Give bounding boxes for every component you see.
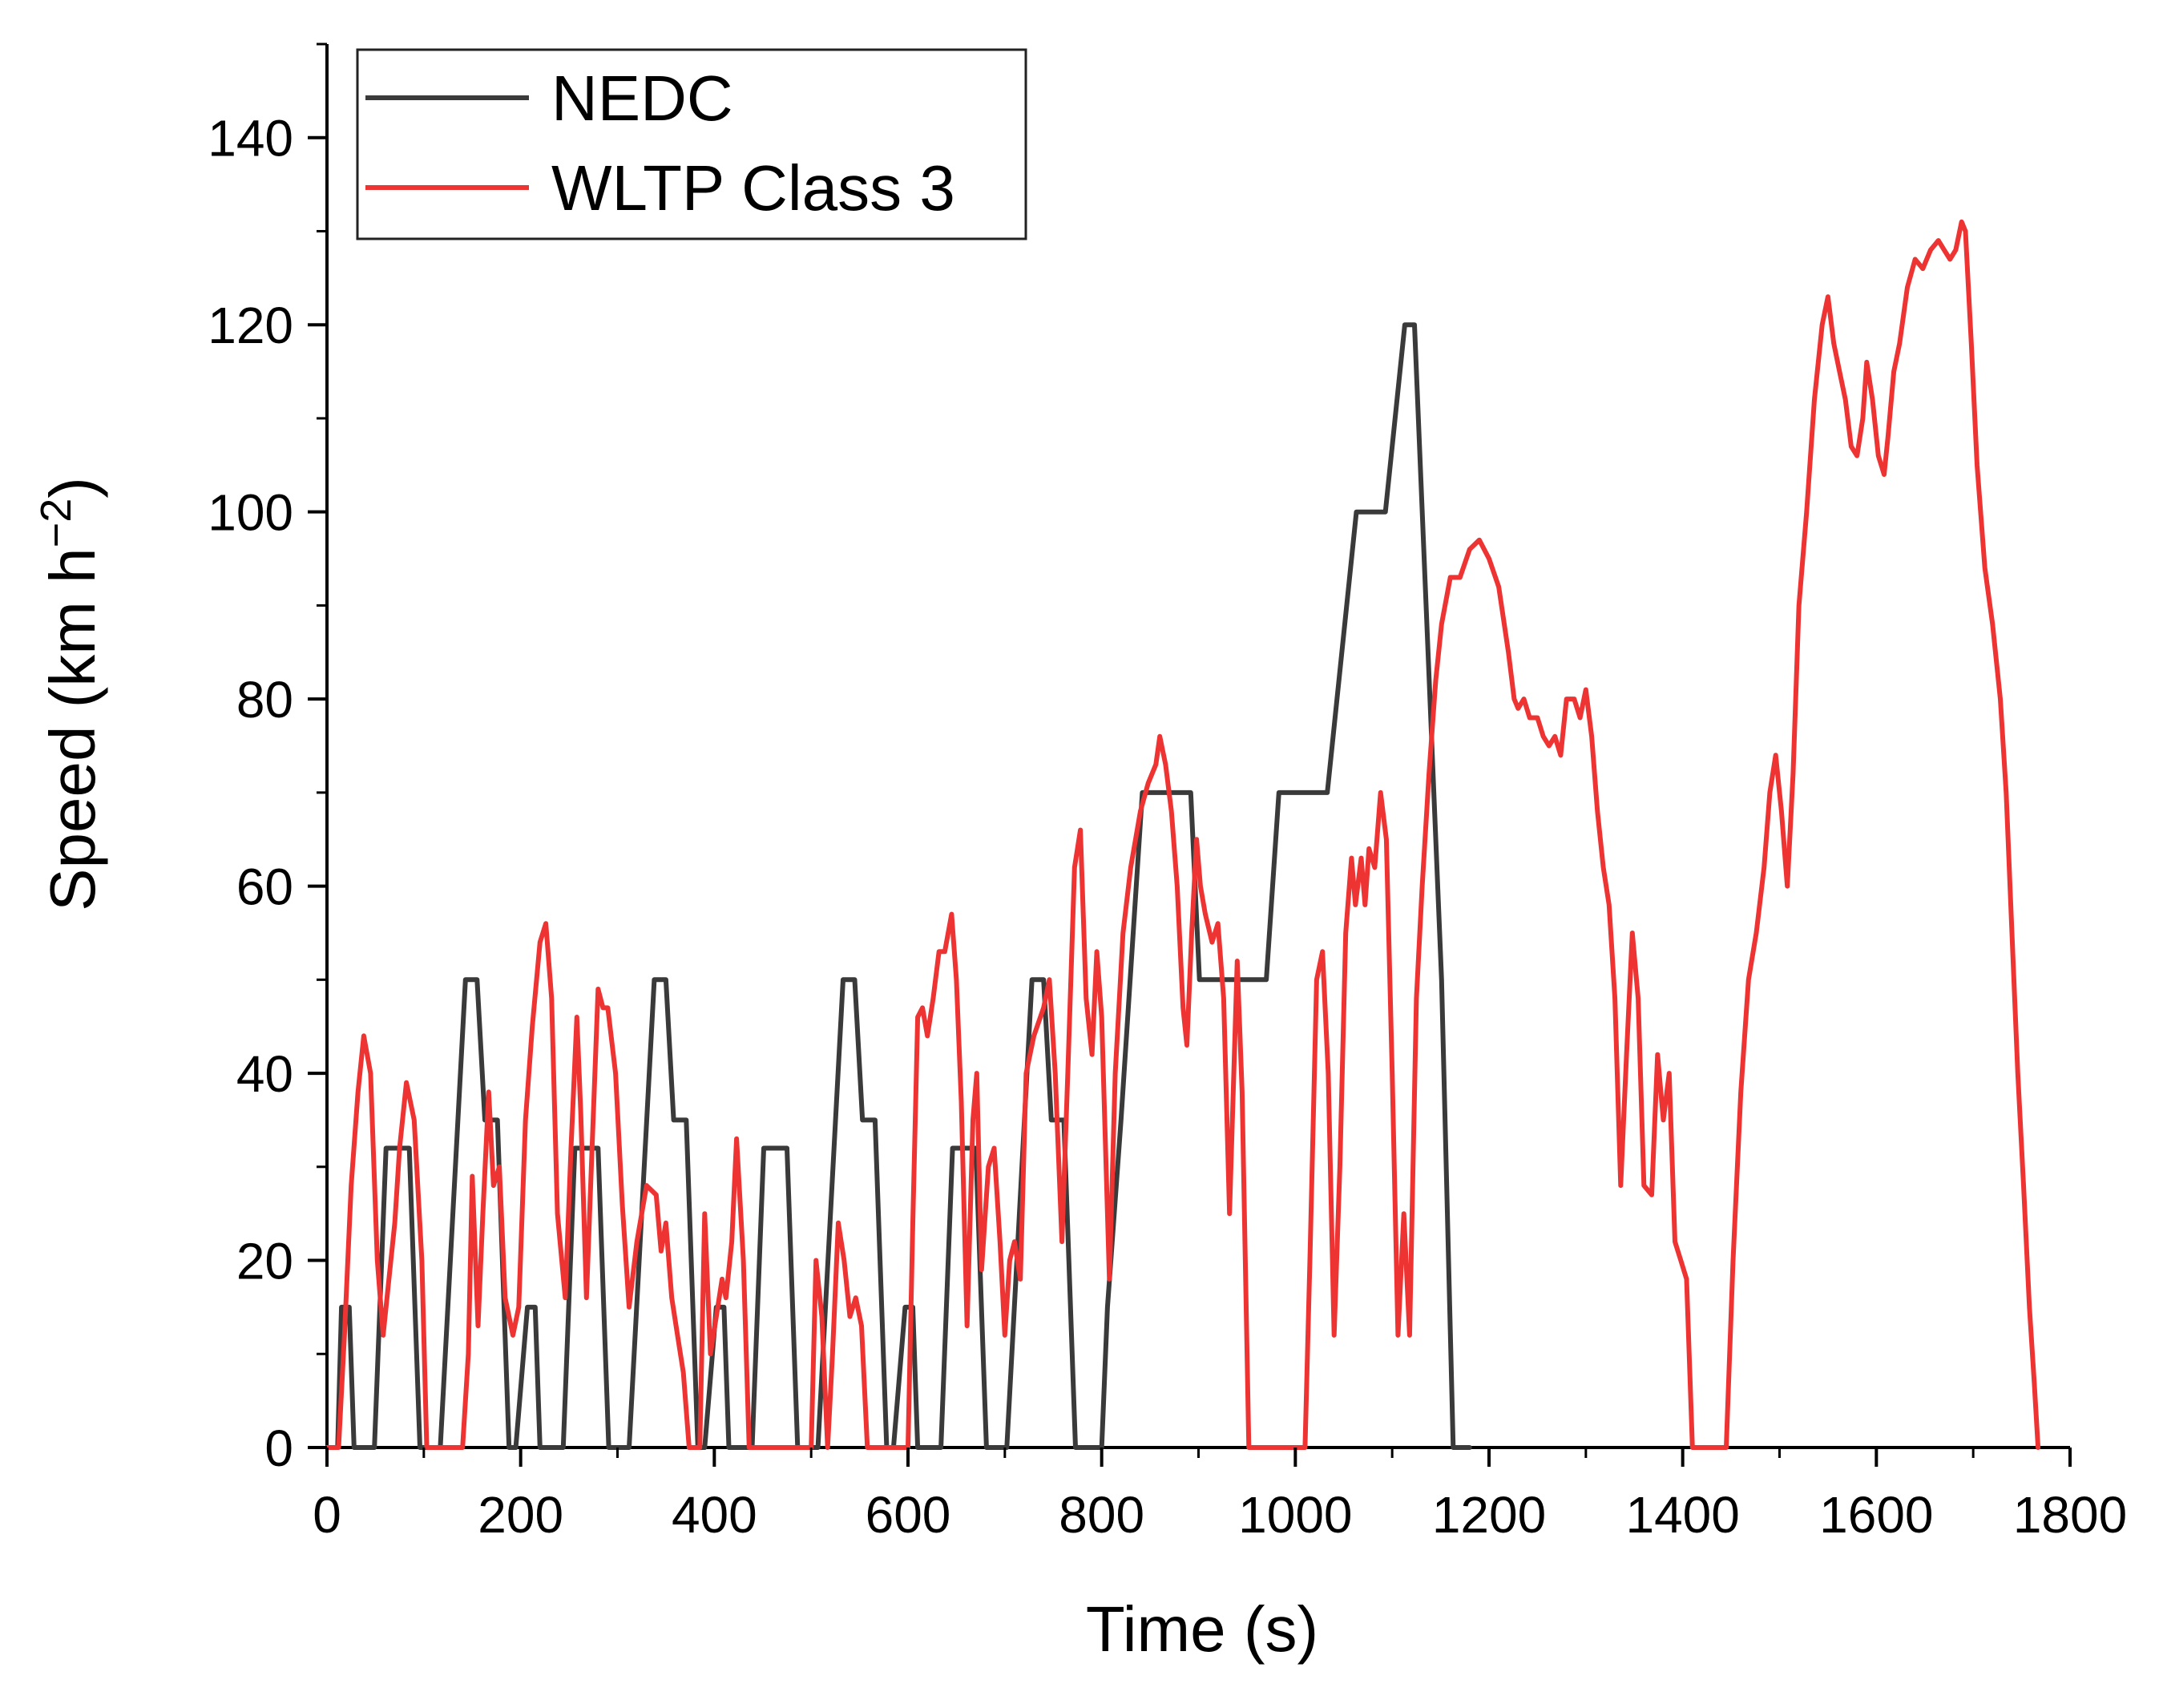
y-axis-title-main: Speed (km h	[37, 547, 108, 911]
y-axis-title-close: )	[37, 477, 108, 499]
x-tick-label: 200	[478, 1486, 563, 1544]
y-tick-label: 20	[236, 1233, 293, 1290]
legend-label-wltp: WLTP Class 3	[551, 152, 955, 224]
y-tick-label: 0	[264, 1419, 293, 1477]
y-tick-label: 100	[208, 484, 293, 542]
y-tick-label: 60	[236, 858, 293, 916]
x-tick-label: 1800	[2013, 1486, 2127, 1544]
series-line-wltp	[325, 219, 2041, 1450]
x-tick-label: 1200	[1432, 1486, 1546, 1544]
y-tick-label: 120	[208, 297, 293, 354]
legend-label-nedc: NEDC	[551, 63, 733, 134]
series-layer	[325, 219, 2041, 1450]
y-tick-label: 140	[208, 110, 293, 168]
x-tick-label: 800	[1059, 1486, 1144, 1544]
y-tick-label: 40	[236, 1045, 293, 1103]
x-tick-label: 1400	[1625, 1486, 1739, 1544]
x-tick-label: 400	[672, 1486, 757, 1544]
y-axis-title-superscript: −2	[32, 499, 80, 548]
x-tick-label: 0	[313, 1486, 341, 1544]
x-tick-label: 600	[866, 1486, 951, 1544]
y-axis-title: Speed (km h−2)	[32, 477, 108, 911]
x-axis-title: Time (s)	[1086, 1593, 1318, 1665]
legend: NEDC WLTP Class 3	[356, 48, 1027, 240]
x-tick-label: 1600	[1819, 1486, 1933, 1544]
y-tick-label: 80	[236, 671, 293, 729]
ticks: 0 200 400 600 800 1000 1200 1400 1600 1800 0 20 40 60…	[208, 42, 2127, 1544]
x-tick-label: 1000	[1238, 1486, 1352, 1544]
legend-box	[356, 48, 1027, 240]
series-line-nedc	[325, 322, 1472, 1450]
